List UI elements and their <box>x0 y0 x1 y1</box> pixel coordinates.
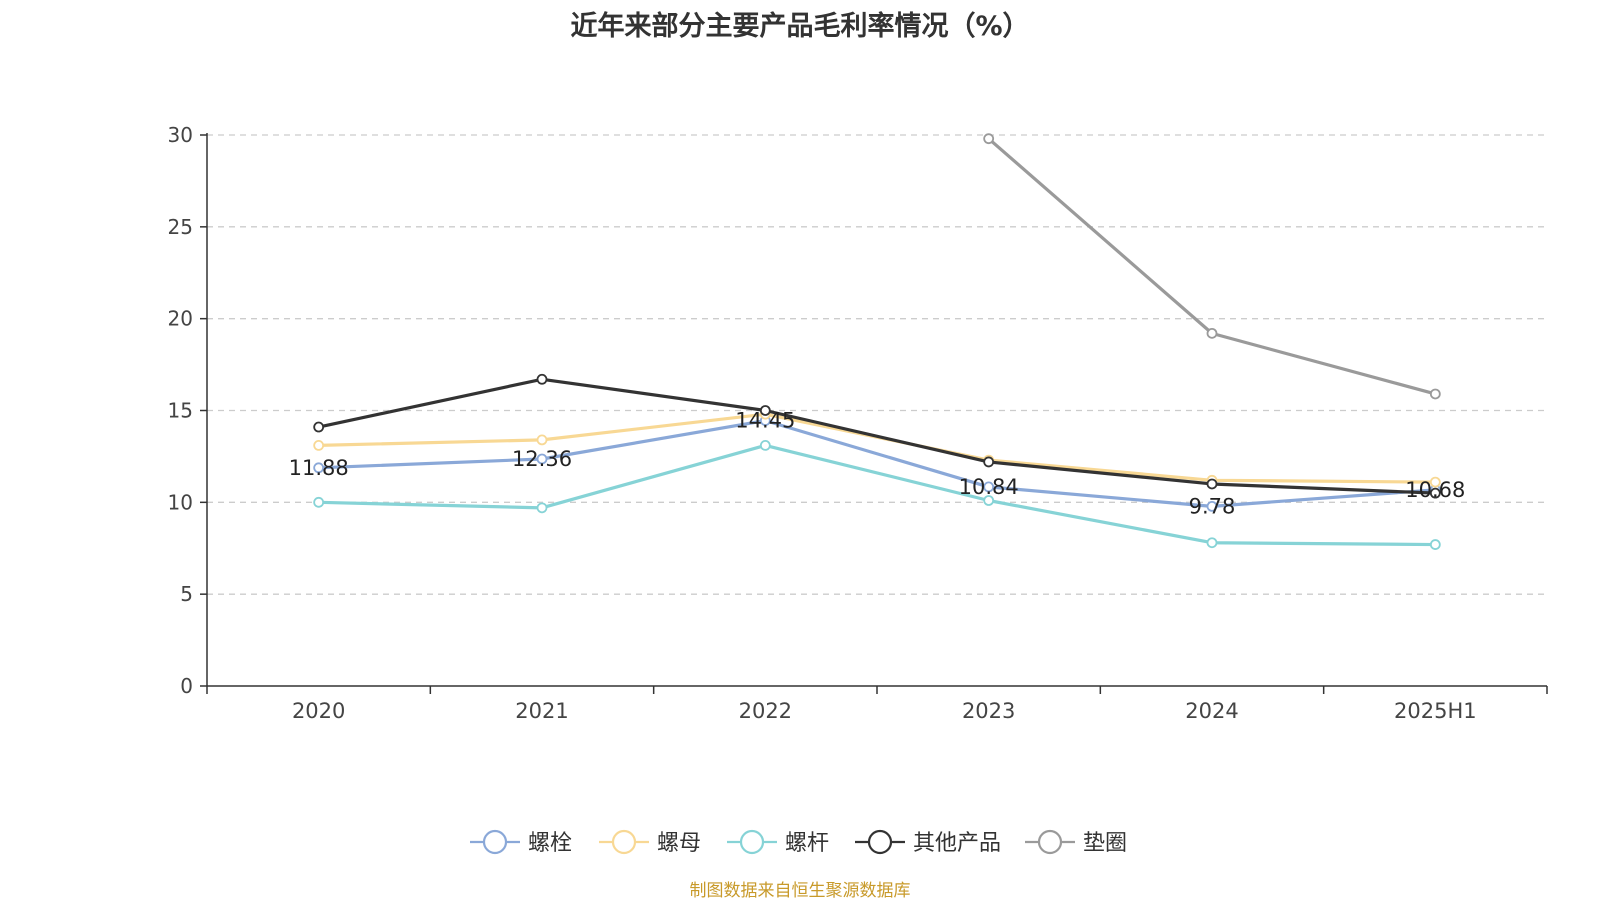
data-point <box>1429 539 1441 550</box>
series-line <box>318 443 1436 547</box>
data-point <box>1206 327 1218 339</box>
legend[interactable]: 螺栓 螺母 螺杆 其他产品 垫圈 <box>470 829 1127 856</box>
data-point <box>1429 476 1441 488</box>
legend-label: 螺母 <box>657 831 701 856</box>
axes: 0 5 10 15 20 25 30 2020 2021 2022 2023 2024 2025H1 <box>168 123 1548 723</box>
data-point <box>1429 388 1441 400</box>
y-tick-label: 5 <box>180 582 193 606</box>
data-labels: 11.88 12.36 14.45 10.84 9.78 10.68 <box>289 409 1466 519</box>
legend-label: 其他产品 <box>913 831 1001 856</box>
data-label: 9.78 <box>1189 494 1236 518</box>
x-tick-label: 2021 <box>515 699 568 723</box>
data-point <box>983 481 995 493</box>
y-tick-label: 0 <box>180 674 193 698</box>
data-point <box>313 496 325 508</box>
legend-item[interactable]: 垫圈 <box>1025 829 1127 856</box>
legend-item[interactable]: 螺杆 <box>727 829 829 856</box>
data-label: 12.36 <box>512 447 572 471</box>
x-tick-label: 2020 <box>292 699 345 723</box>
data-label: 10.84 <box>959 475 1019 499</box>
y-tick-label: 10 <box>168 490 193 514</box>
source-note: 制图数据来自恒生聚源数据库 <box>689 881 911 901</box>
legend-item[interactable]: 螺栓 <box>470 829 572 856</box>
x-tick-label: 2024 <box>1185 699 1238 723</box>
data-point <box>1206 537 1218 549</box>
legend-marker-icon <box>611 829 637 855</box>
legend-item[interactable]: 其他产品 <box>855 829 1001 856</box>
series-line <box>318 419 1436 508</box>
series-lines <box>313 133 1441 550</box>
legend-marker-icon <box>482 829 508 855</box>
grid-lines <box>207 134 1547 595</box>
y-tick-label: 20 <box>168 307 193 331</box>
legend-marker-icon <box>739 829 765 855</box>
y-tick-label: 25 <box>168 215 193 239</box>
data-label: 11.88 <box>289 456 349 480</box>
series-line <box>318 377 1436 495</box>
data-label: 10.68 <box>1405 478 1465 502</box>
legend-marker-icon <box>867 829 893 855</box>
data-point <box>536 434 548 446</box>
x-tick-label: 2025H1 <box>1394 699 1477 723</box>
data-point <box>536 453 548 465</box>
data-point <box>983 456 995 468</box>
legend-label: 垫圈 <box>1083 831 1127 856</box>
data-point <box>983 133 995 145</box>
y-tick-label: 30 <box>168 123 193 147</box>
data-point <box>1429 487 1441 499</box>
data-point <box>983 495 995 506</box>
data-point <box>536 373 548 385</box>
legend-label: 螺杆 <box>785 831 829 856</box>
legend-label: 螺栓 <box>528 831 572 856</box>
data-point <box>313 421 325 433</box>
data-point <box>1206 478 1218 490</box>
data-point <box>313 462 325 474</box>
data-point <box>536 502 548 514</box>
chart-title: 近年来部分主要产品毛利率情况（%） <box>570 11 1030 42</box>
data-label: 14.45 <box>735 409 795 433</box>
legend-item[interactable]: 螺母 <box>599 829 701 856</box>
data-point <box>313 439 325 451</box>
data-point <box>759 439 771 451</box>
series-line <box>987 137 1436 396</box>
data-point <box>1206 500 1218 512</box>
y-tick-label: 15 <box>168 399 193 423</box>
data-point <box>759 405 771 416</box>
x-tick-label: 2022 <box>739 699 792 723</box>
legend-marker-icon <box>1037 829 1063 855</box>
x-tick-label: 2023 <box>962 699 1015 723</box>
